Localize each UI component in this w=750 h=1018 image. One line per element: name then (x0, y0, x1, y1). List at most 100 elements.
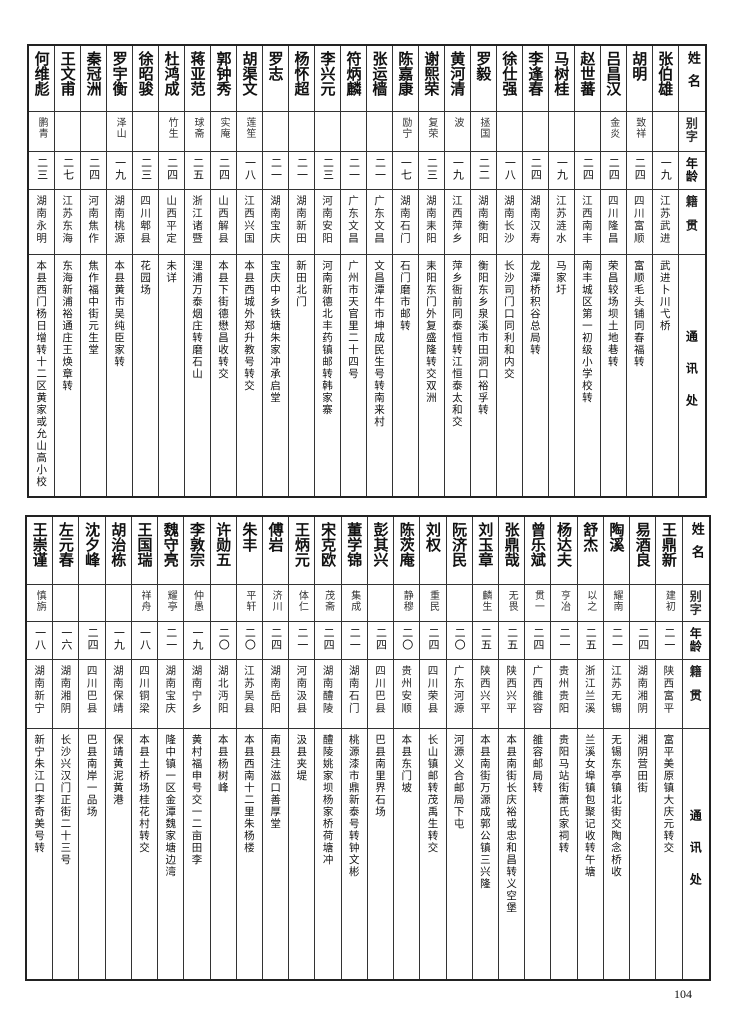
address-cell: 本县南街万源成郭公镇三兴隆 (473, 729, 498, 979)
alias-cell: 仲愚 (184, 585, 210, 622)
origin-cell: 湖南桃源 (107, 190, 133, 255)
alias-text: 贯一 (532, 590, 544, 612)
origin-cell: 湖南石门 (392, 190, 418, 255)
origin-cell: 四川铜梁 (131, 660, 158, 729)
address-text: 雒容邮局转 (531, 734, 544, 794)
name-cell: 彭其兴 (367, 517, 394, 585)
name-text: 徐昭骏 (136, 51, 155, 96)
origin-cell: 陕西富平 (656, 660, 682, 729)
age-text: 二五 (584, 627, 598, 651)
name-text: 杜鸿成 (162, 51, 181, 96)
header-alias-label: 别字 (688, 590, 703, 616)
origin-text: 湖南永明 (35, 195, 48, 245)
alias-cell (55, 112, 81, 152)
address-cell: 汲县夹堤 (289, 729, 314, 979)
origin-text: 湖南湘阴 (636, 665, 649, 715)
alias-cell: 球斋 (185, 112, 211, 152)
address-cell: 本县东门坡 (394, 729, 419, 979)
name-text: 陈嘉康 (396, 51, 415, 96)
address-text: 醴陵姚家坝杨家桥荷塘冲 (321, 734, 334, 866)
alias-cell (630, 585, 656, 622)
address-cell: 荣昌较场坝土地巷转 (601, 255, 626, 496)
age-cell: 二一 (656, 622, 682, 660)
alias-cell: 耀亭 (158, 585, 184, 622)
alias-text: 金炎 (607, 117, 619, 139)
address-text: 本县土桥场桂花村转交 (138, 734, 151, 854)
name-text: 王文甫 (58, 51, 77, 96)
person-record: 胡治栋 一九 湖南保靖 保靖黄泥黄港 (104, 517, 131, 979)
origin-text: 湖南石门 (347, 665, 360, 715)
alias-text: 耀南 (610, 590, 622, 612)
address-text: 浬浦万泰烟庄转磨石山 (191, 260, 204, 380)
alias-text: 拯国 (477, 117, 489, 139)
age-text: 二〇 (243, 627, 257, 651)
age-cell: 二四 (600, 152, 626, 190)
address-cell: 保靖黄泥黄港 (106, 729, 131, 979)
age-text: 二一 (373, 157, 387, 181)
origin-cell: 湖南永明 (29, 190, 55, 255)
origin-cell: 湖南耒阳 (418, 190, 444, 255)
age-text: 二一 (295, 627, 309, 651)
age-text: 二二 (477, 157, 491, 181)
age-cell: 二三 (133, 152, 159, 190)
alias-cell: 亨冶 (551, 585, 577, 622)
person-record: 谢熙荣 复荣 二三 湖南耒阳 耒阳东门外复盛隆转交双洲 (417, 46, 444, 496)
name-text: 蒋亚范 (188, 51, 207, 96)
name-cell: 朱丰 (236, 517, 263, 585)
address-cell: 巴县南岸一品场 (79, 729, 104, 979)
origin-text: 湖南新宁 (33, 665, 46, 715)
name-text: 胡明 (630, 51, 649, 81)
name-text: 罗志 (266, 51, 285, 81)
age-cell: 一九 (652, 152, 678, 190)
origin-text: 江西萍乡 (450, 195, 463, 245)
alias-cell: 体仁 (289, 585, 315, 622)
age-cell: 二〇 (446, 622, 472, 660)
origin-cell: 江苏东海 (55, 190, 81, 255)
name-cell: 王炳元 (289, 517, 315, 585)
origin-text: 山西平定 (165, 195, 178, 245)
header-age-label: 年龄 (688, 627, 703, 653)
person-record: 董学锦 集成 二一 湖南石门 桃源漆市鼎新泰号转钟文彬 (340, 517, 367, 979)
address-text: 河南新德北丰药镇邮转韩家寨 (320, 260, 333, 416)
age-text: 二三 (321, 157, 335, 181)
address-cell: 本县西南十二里朱杨楼 (237, 729, 262, 979)
address-cell: 武进卜川弋桥 (653, 255, 678, 496)
origin-text: 湖南宝庆 (269, 195, 281, 245)
alias-cell: 贯一 (525, 585, 551, 622)
origin-text: 湖南宁乡 (190, 665, 203, 715)
address-text: 本县西南十二里朱杨楼 (242, 734, 255, 854)
address-cell: 南县注滋口善厚堂 (263, 729, 288, 979)
name-text: 沈夕峰 (83, 522, 102, 567)
alias-cell (652, 112, 678, 152)
origin-text: 河南安阳 (320, 195, 333, 245)
person-record: 魏守亮 耀亭 二一 湖南宝庆 隆中镇一区金潭魏家塘边湾 (157, 517, 184, 979)
name-text: 陈茨庵 (397, 522, 416, 567)
address-cell: 宝庆中乡铁塘朱家冲承启堂 (263, 255, 288, 496)
age-text: 一九 (190, 627, 204, 651)
origin-cell: 湖南湘阴 (53, 660, 79, 729)
name-text: 朱丰 (240, 522, 259, 552)
alias-text: 泽山 (114, 117, 126, 139)
alias-text: 静穆 (401, 590, 413, 612)
origin-text: 四川富顺 (632, 195, 645, 245)
origin-text: 贵州安顺 (400, 665, 413, 715)
address-cell: 东海新浦裕通庄王焕章转 (55, 255, 80, 496)
name-cell: 刘玉章 (472, 517, 498, 585)
origin-text: 陕西兴平 (478, 665, 491, 715)
person-record: 罗宇衡 泽山 一九 湖南桃源 本县黄市吴纯臣家转 (106, 46, 133, 496)
person-record: 王文甫 二七 江苏东海 东海新浦裕通庄王焕章转 (54, 46, 81, 496)
age-text: 一九 (451, 157, 465, 181)
name-cell: 董学锦 (341, 517, 367, 585)
alias-cell (366, 112, 392, 152)
origin-text: 湖南岳阳 (269, 665, 282, 715)
address-text: 荣昌较场坝土地巷转 (606, 260, 619, 368)
age-cell: 一八 (496, 152, 522, 190)
name-cell: 王文甫 (55, 46, 81, 112)
alias-cell (446, 585, 472, 622)
alias-cell (496, 112, 522, 152)
alias-cell (53, 585, 79, 622)
age-text: 二〇 (453, 627, 467, 651)
name-cell: 王国瑞 (131, 517, 158, 585)
header-age-label: 年龄 (684, 157, 699, 183)
age-text: 二三 (139, 157, 153, 181)
